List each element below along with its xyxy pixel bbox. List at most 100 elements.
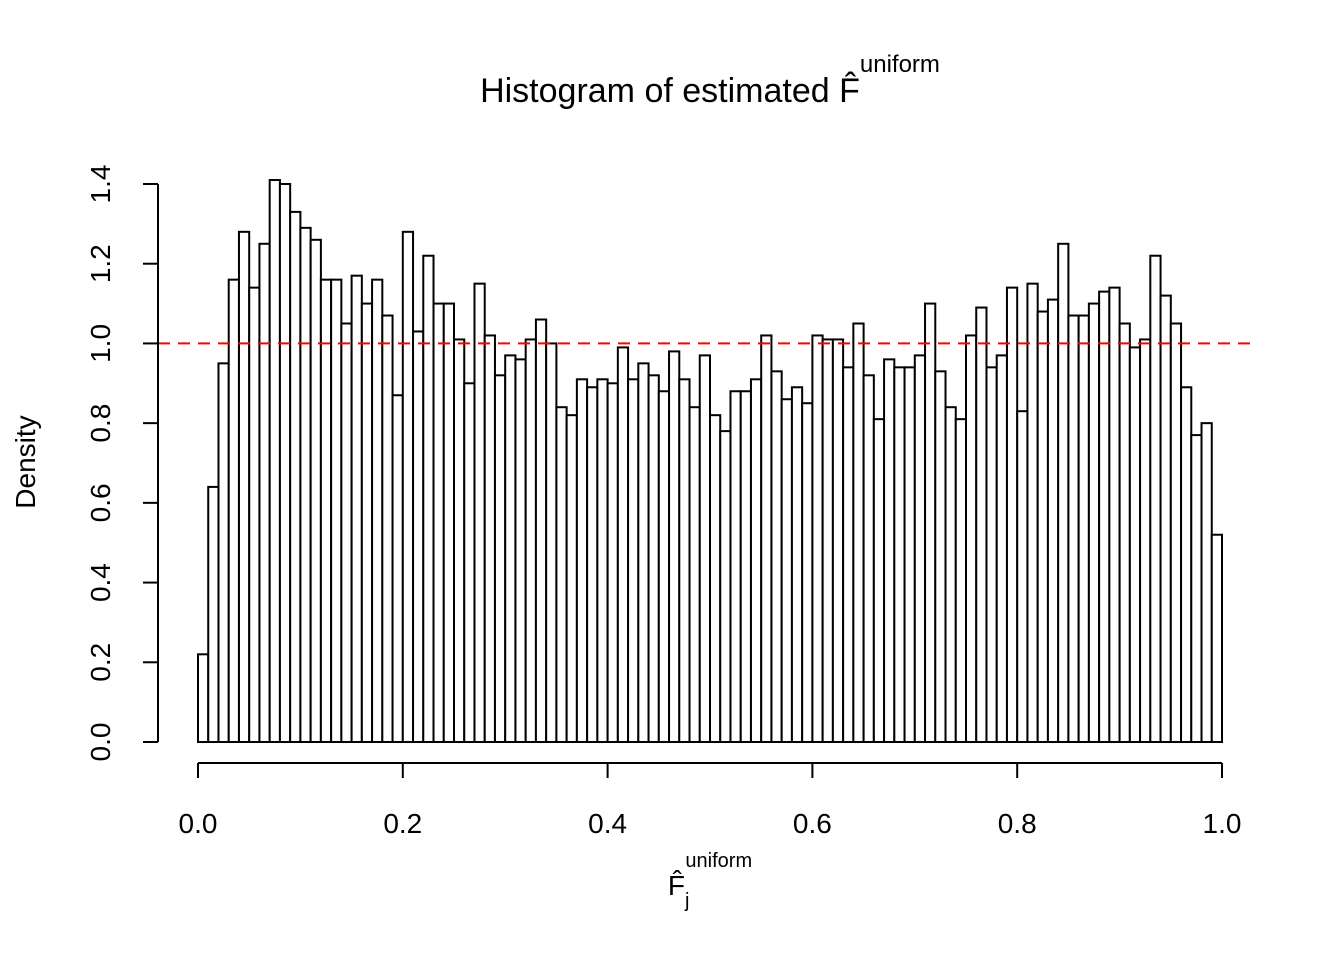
title-sup: uniform [860,51,940,78]
bar [391,394,404,743]
bar [647,374,660,743]
bar [237,230,251,743]
bar [473,282,486,743]
bar [872,418,886,743]
bar [1016,410,1029,743]
bar [1108,286,1121,743]
y-tick-label: 0.6 [85,483,116,522]
bar [1180,386,1193,743]
y-tick-label: 1.2 [85,244,116,283]
bar [770,370,783,743]
title-main: Histogram of estimated F̂ [480,71,860,110]
bar [207,485,220,743]
y-tick-label: 1.0 [85,324,116,363]
bar [575,378,589,743]
xlabel-sub: j [684,890,689,912]
x-tick-label: 0.2 [383,808,422,839]
bar [1169,322,1183,743]
bar [1128,346,1142,743]
bar [360,302,374,743]
bar [913,354,927,743]
bar [606,382,619,743]
bar [319,278,333,743]
bar [688,406,701,743]
bar [944,406,957,743]
bar [616,346,630,743]
bar [760,334,773,743]
bar [862,374,875,743]
bar [258,242,271,744]
bar [1077,314,1090,743]
bar [1200,422,1213,743]
bar [1057,242,1070,744]
bar [555,406,568,743]
bar [1087,302,1101,743]
y-tick-label: 0.0 [85,723,116,762]
y-axis-label: Density [10,415,41,508]
bar [545,342,558,743]
bar [381,314,394,743]
bar [1026,282,1039,743]
bar [852,322,865,743]
bar [1046,298,1060,743]
bar [371,278,384,743]
x-tick-label: 0.0 [179,808,218,839]
bar [842,366,855,743]
bar [811,334,824,743]
bar [514,358,527,743]
bar [903,366,916,743]
bar [1067,314,1080,743]
x-tick-label: 0.8 [998,808,1037,839]
bar [934,370,947,743]
bar [627,378,640,743]
y-tick-label: 0.8 [85,404,116,443]
bar [401,230,415,743]
bar [268,179,281,743]
bar [780,398,793,743]
bar [309,238,322,744]
bar [463,382,476,743]
bar [289,210,302,743]
bar [924,302,937,743]
bar [739,390,752,743]
bar [299,226,312,744]
bar [432,302,445,743]
bar [678,378,691,743]
bar [330,278,343,743]
bar [821,338,834,743]
bar [1005,286,1019,743]
bar [698,354,712,743]
bar [534,318,548,743]
bar [954,418,968,743]
bar [493,374,507,743]
x-tick-label: 0.4 [588,808,627,839]
xlabel-base: F̂ [668,870,685,901]
bar [565,414,578,743]
bar [227,278,240,743]
bar [1118,322,1131,743]
y-tick-label: 0.4 [85,563,116,602]
chart-title: Histogram of estimated F̂uniform [480,51,940,110]
bar [729,390,742,743]
y-tick-label: 1.4 [85,165,116,204]
bar [749,378,763,743]
bar [637,362,650,743]
bar [524,338,537,743]
bar [883,358,896,743]
x-tick-label: 1.0 [1203,808,1242,839]
bar [504,354,517,743]
bar [1098,290,1111,743]
bar [985,366,998,743]
bar [483,334,496,743]
bar [668,350,681,743]
bar [278,183,292,743]
xlabel-sup: uniform [685,850,752,872]
bar [995,354,1008,743]
bar [831,338,845,743]
bar [596,378,609,743]
bar [248,286,261,743]
y-tick-label: 0.2 [85,643,116,682]
bar [586,386,599,743]
bar [719,430,732,743]
